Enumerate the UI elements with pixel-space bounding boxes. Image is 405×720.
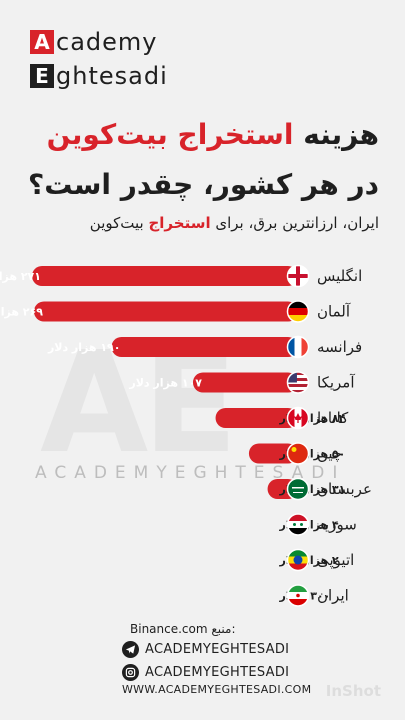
website-url: WWW.ACADEMYEGHTESADI.COM <box>122 683 312 696</box>
bar-row-4: ۸۴ هزار دلارکانادا <box>215 406 349 430</box>
page-title-line-2: در هر کشور، چقدر است؟ <box>27 168 379 201</box>
bar-row-8: ۲ هزار دلاراتیوپی <box>279 548 354 572</box>
value-label: ۲۶۹ هزار دلار <box>0 306 43 319</box>
bar-row-2: ۱۹۰ هزار دلار فرانسه <box>47 335 362 359</box>
brand-letter-a: A <box>30 30 54 54</box>
flag-canada-icon <box>287 407 309 429</box>
flag-france-icon <box>287 336 309 358</box>
bar <box>111 337 299 357</box>
bar <box>215 408 298 428</box>
source-value: Binance.com <box>130 622 208 636</box>
flag-ethiopia-icon <box>287 549 309 571</box>
flag-england-icon <box>287 265 309 287</box>
brand-word-eghtesadi: ghtesadi <box>56 62 168 90</box>
page-title-line-1: هزینه استخراج بیت‌کوین <box>19 118 379 151</box>
flag-border <box>286 406 310 430</box>
bar-row-1: ۲۶۹ هزار دلار آلمان <box>0 300 351 323</box>
category-label: ایران <box>317 587 349 605</box>
telegram-icon <box>122 641 139 658</box>
category-label: اتیوپی <box>317 551 354 570</box>
brand-line-2: E ghtesadi <box>30 61 168 91</box>
subtitle-part-2: بیت‌کوین <box>89 214 149 232</box>
category-label: فرانسه <box>317 338 362 356</box>
subtitle-highlight: استخراج <box>148 214 211 232</box>
bar-row-3: ۱۰۷ هزار دلار آمریکا <box>128 371 355 394</box>
bar <box>192 372 298 393</box>
category-label: عربستان <box>317 480 372 498</box>
brand-letter-e: E <box>30 64 54 88</box>
value-label: ۱۰۷ هزار دلار <box>128 377 202 390</box>
website-link[interactable]: WWW.ACADEMYEGHTESADI.COM <box>122 683 311 696</box>
value-label: ۲۷۱ هزار دلار <box>0 270 41 283</box>
telegram-handle: ACADEMYEGHTESADI <box>145 642 290 657</box>
flag-border <box>286 442 310 465</box>
title-highlight: استخراج بیت‌کوین <box>46 118 294 151</box>
bar-chart: ۲۷۱ هزار دلار انگلیس ۲۶۹ هزار دلار آلمان ۱۹۰… <box>0 264 372 607</box>
bar <box>32 266 298 286</box>
watermark-text: ACADEMYEGHTESADI <box>35 463 346 483</box>
category-label: انگلیس <box>317 267 362 285</box>
flag-border <box>286 584 310 607</box>
category-label: سوریه <box>317 516 357 534</box>
flag-border <box>286 371 310 394</box>
bar-row-0: ۲۷۱ هزار دلار انگلیس <box>0 264 362 288</box>
inshot-watermark: InShot <box>325 682 381 700</box>
flag-syria-icon <box>287 514 309 535</box>
flag-china-icon <box>287 443 309 464</box>
flag-usa-icon <box>287 372 309 393</box>
bar <box>248 443 298 464</box>
brand-logo: A cademy E ghtesadi <box>30 27 168 95</box>
telegram-link[interactable]: ACADEMYEGHTESADI <box>122 641 289 658</box>
flag-saudi-icon <box>287 478 309 500</box>
bar <box>33 301 298 322</box>
category-label: آمریکا <box>317 374 355 392</box>
source-label: منبع: <box>211 622 236 636</box>
bar-row-7: ۴ هزار دلارسوریه <box>279 513 357 536</box>
subtitle-part-1: ایران، ارزانترین برق، برای <box>210 214 379 232</box>
flag-border <box>286 477 310 501</box>
page-subtitle: ایران، ارزانترین برق، برای استخراج بیت‌ک… <box>19 214 379 232</box>
flag-border <box>286 300 310 323</box>
flag-iran-icon <box>287 585 309 606</box>
bar-row-6: ۳۱ هزار دلارعربستان <box>267 477 372 501</box>
flag-germany-icon <box>287 301 309 322</box>
flag-border <box>286 335 310 359</box>
title-part: هزینه <box>293 118 379 151</box>
value-label: ۱۹۰ هزار دلار <box>47 341 121 354</box>
instagram-handle: ACADEMYEGHTESADI <box>145 665 290 680</box>
brand-word-academy: cademy <box>56 28 158 56</box>
instagram-icon <box>122 664 139 681</box>
bar-row-5: ۵۰ هزار دلارچین <box>248 442 345 465</box>
flag-border <box>286 548 310 572</box>
category-label: چین <box>317 445 342 463</box>
bar-row-9: ۱۳۰۰ دلارایران <box>279 584 349 607</box>
flag-border <box>286 264 310 288</box>
category-label: کانادا <box>317 409 349 427</box>
source-line: Binance.com منبع: <box>130 622 236 636</box>
flag-border <box>286 513 310 536</box>
category-label: آلمان <box>317 303 351 321</box>
brand-line-1: A cademy <box>30 27 168 57</box>
instagram-link[interactable]: ACADEMYEGHTESADI <box>122 664 289 681</box>
